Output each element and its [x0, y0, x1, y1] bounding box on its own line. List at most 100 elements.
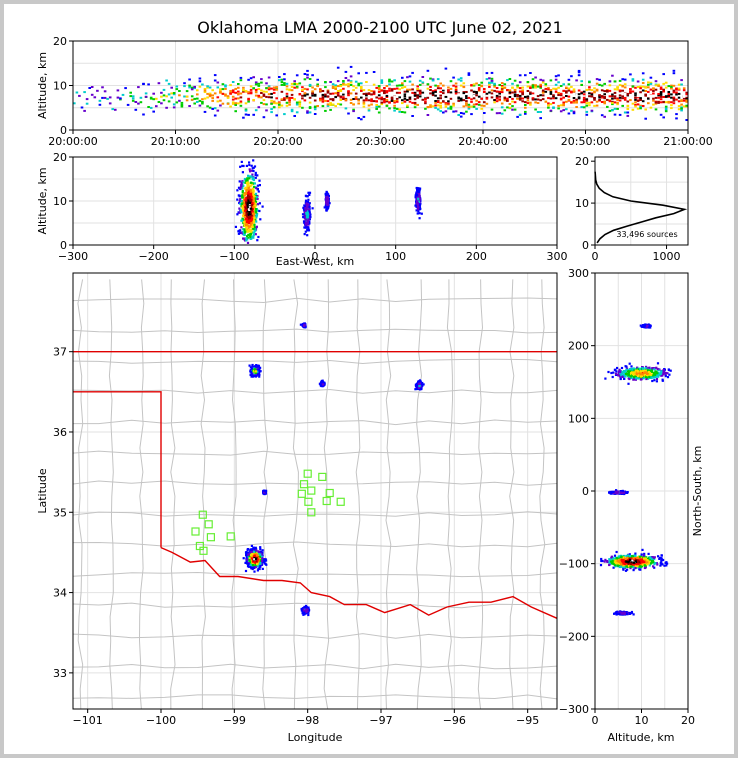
source-cell [447, 107, 450, 110]
source-cell [424, 102, 427, 105]
source-cell [249, 88, 253, 91]
source-cell [250, 228, 253, 231]
source-cell [257, 84, 261, 87]
source-cell [439, 82, 442, 85]
source-cell [459, 115, 463, 118]
source-cell [395, 95, 399, 98]
source-cell [513, 108, 517, 111]
source-cell [248, 168, 251, 171]
source-cell [211, 94, 214, 97]
source-cell [255, 547, 258, 551]
source-cell [260, 559, 264, 563]
source-cell [303, 609, 306, 612]
source-cell [498, 92, 501, 95]
source-cell [367, 104, 371, 107]
source-cell [552, 101, 555, 104]
source-cell [526, 85, 530, 88]
source-cell [244, 569, 248, 573]
source-cell [639, 85, 642, 88]
source-cell [324, 86, 327, 89]
source-cell [238, 200, 241, 203]
source-cell [503, 96, 507, 99]
source-cell [442, 92, 445, 95]
source-cell [647, 102, 650, 105]
source-cell [242, 200, 245, 203]
source-cell [417, 207, 420, 210]
source-cell [295, 74, 299, 77]
source-cell [618, 565, 622, 569]
source-cell [252, 76, 255, 79]
source-cell [180, 101, 184, 104]
source-cell [325, 201, 328, 204]
source-cell [434, 100, 437, 102]
source-cell [242, 184, 245, 187]
source-cell [452, 76, 455, 79]
source-cell [240, 199, 243, 202]
source-cell [234, 91, 237, 94]
source-cell [500, 85, 504, 87]
source-cell [508, 91, 512, 94]
source-cell [270, 108, 273, 111]
source-cell [638, 565, 641, 568]
source-cell [258, 562, 261, 565]
source-cell [565, 91, 568, 94]
source-cell [401, 102, 404, 105]
source-cell [213, 114, 217, 117]
source-cell [246, 548, 249, 551]
source-cell [245, 222, 248, 225]
source-cell [213, 92, 217, 95]
source-cell [495, 112, 499, 115]
source-cell [295, 83, 299, 85]
source-cell [360, 86, 363, 88]
source-cell [664, 105, 668, 108]
source-cell [193, 97, 196, 100]
source-cell [239, 96, 243, 99]
source-cell [293, 94, 296, 97]
source-cell [421, 93, 425, 96]
source-cell [662, 96, 665, 98]
source-cell [408, 75, 412, 78]
source-cell [265, 563, 268, 566]
source-cell [302, 220, 306, 223]
source-cell [306, 69, 309, 72]
source-cell [257, 373, 260, 376]
source-cell [206, 96, 209, 99]
source-cell [383, 89, 386, 92]
source-cell [524, 74, 527, 77]
source-cell [248, 175, 251, 178]
east-west-ylabel: Altitude, km [36, 167, 49, 234]
source-cell [354, 80, 358, 83]
source-cell [301, 213, 305, 216]
source-cell [260, 101, 263, 104]
source-cell [250, 196, 254, 200]
source-cell [418, 89, 422, 92]
source-cell [283, 98, 286, 101]
source-cell [295, 101, 299, 104]
source-cell [590, 109, 594, 112]
source-cell [529, 101, 532, 104]
source-cell [582, 93, 586, 96]
east-west-tick-label: 300 [547, 250, 568, 263]
source-cell [162, 94, 166, 97]
source-cell [495, 90, 499, 93]
source-cell [593, 97, 596, 99]
source-cell [255, 220, 258, 223]
source-cell [245, 191, 248, 194]
source-cell [621, 85, 624, 88]
source-cell [360, 96, 363, 99]
source-cell [398, 84, 401, 87]
source-cell [253, 564, 257, 567]
source-cell [439, 104, 442, 107]
source-cell [365, 92, 368, 95]
source-cell [500, 87, 504, 90]
source-cell [247, 183, 250, 186]
source-cell [508, 103, 512, 105]
source-cell [256, 174, 259, 177]
source-cell [644, 86, 647, 89]
station-marker [206, 533, 215, 542]
source-cell [485, 94, 489, 97]
source-cell [498, 90, 501, 93]
source-cell [293, 115, 296, 117]
source-cell [362, 105, 366, 108]
